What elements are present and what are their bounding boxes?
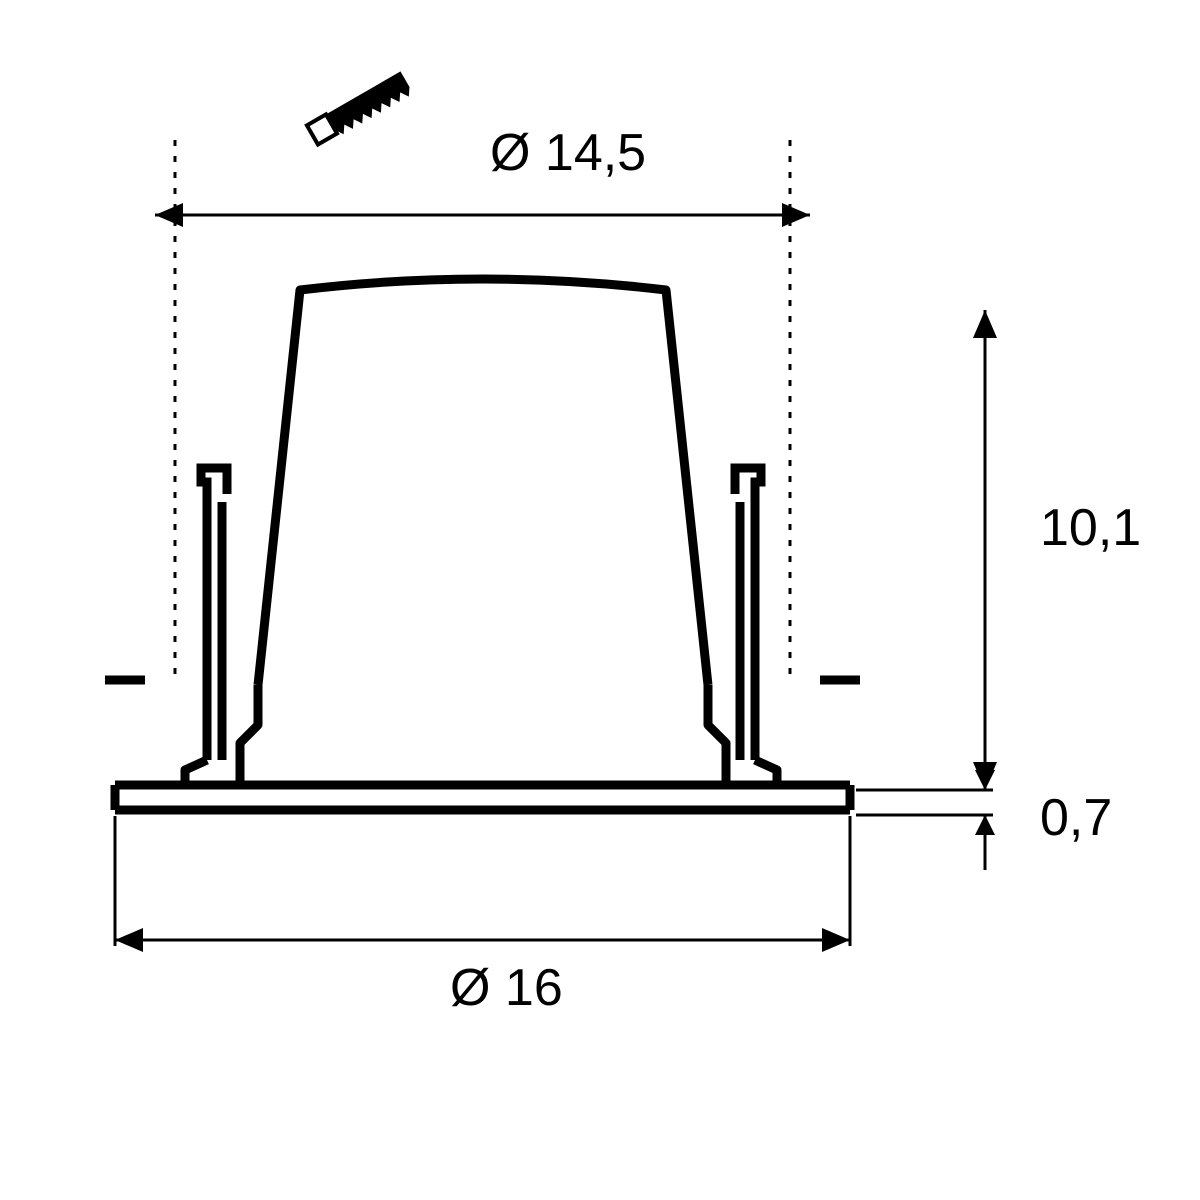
dim-height-label: 10,1 — [1040, 499, 1141, 557]
dim-outer-label: Ø 16 — [450, 959, 563, 1017]
saw-icon — [307, 71, 414, 148]
dim-flange-label: 0,7 — [1040, 789, 1112, 847]
dim-cutout-label: Ø 14,5 — [490, 124, 646, 182]
